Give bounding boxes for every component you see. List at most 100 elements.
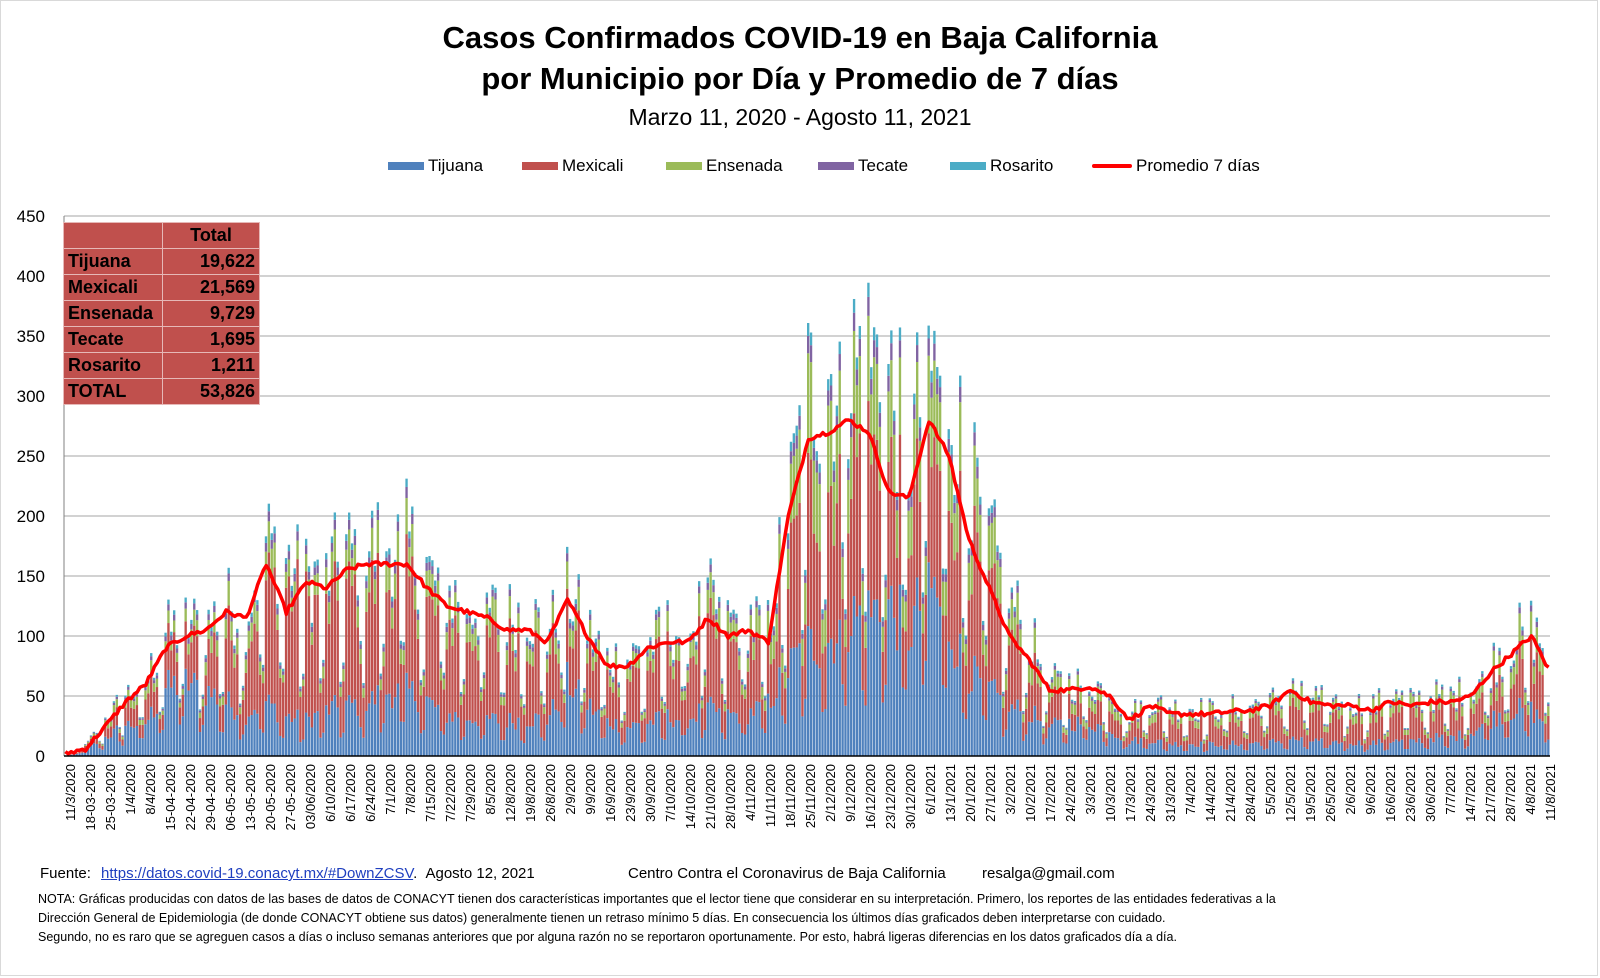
bar-mexicali [1139, 714, 1143, 739]
bar-ensenada [626, 666, 629, 679]
bar-tecate [178, 700, 182, 703]
bar-ensenada [1443, 725, 1447, 732]
bar-tijuana [135, 725, 139, 756]
bar-mexicali [345, 578, 348, 701]
bar-tijuana [1076, 716, 1080, 756]
bar-ensenada [282, 674, 285, 683]
bar-tecate [224, 613, 227, 620]
bar-tijuana [594, 711, 598, 756]
bar-tecate [881, 621, 884, 627]
bar-tijuana [276, 722, 279, 756]
bar-mexicali [376, 552, 380, 686]
bar-mexicali [878, 490, 882, 623]
bar-tijuana [319, 737, 322, 756]
bar-ensenada [623, 714, 626, 721]
bar-mexicali [382, 666, 385, 724]
bar-mexicali [1409, 704, 1412, 739]
bar-mexicali [178, 707, 182, 725]
bar-rosarito [1019, 619, 1022, 624]
bar-mexicali [1088, 707, 1091, 728]
bar-tijuana [901, 687, 905, 756]
bar-rosarito [1136, 719, 1140, 721]
bar-ensenada [89, 736, 93, 739]
bar-tijuana [821, 711, 824, 756]
bar-tecate [1280, 707, 1283, 710]
bar-rosarito [884, 574, 887, 581]
bar-tijuana [898, 584, 902, 756]
bar-tijuana [138, 738, 141, 756]
x-tick-label: 6/1/2021 [923, 764, 938, 815]
bar-ensenada [1509, 672, 1513, 689]
bar-tijuana [686, 728, 689, 756]
bar-rosarito [1263, 730, 1266, 732]
bar-tecate [1320, 687, 1323, 691]
bar-mexicali [1432, 721, 1435, 743]
bar-mexicali [580, 712, 583, 734]
bar-mexicali [1418, 706, 1421, 739]
bar-mexicali [276, 630, 279, 723]
bar-rosarito [551, 589, 555, 595]
bar-mexicali [502, 705, 506, 741]
bar-mexicali [1412, 707, 1415, 740]
bar-mexicali [508, 618, 511, 714]
bar-tijuana [1093, 731, 1097, 756]
bar-rosarito [505, 642, 509, 646]
bar-ensenada [1004, 674, 1008, 691]
bar-rosarito [1154, 711, 1157, 713]
bar-ensenada [609, 675, 612, 687]
bar-mexicali [1331, 712, 1335, 742]
footer-source-link[interactable]: https://datos.covid-19.conacyt.mx/#DownZ… [101, 865, 414, 882]
bar-mexicali [144, 699, 147, 725]
bar-tijuana [626, 727, 629, 756]
bar-mexicali [680, 700, 684, 736]
bar-tijuana [385, 694, 388, 756]
bar-rosarito [755, 596, 758, 602]
bar-mexicali [204, 675, 207, 706]
bar-tijuana [175, 695, 179, 756]
bar-mexicali [150, 672, 153, 707]
bar-tecate [606, 651, 609, 656]
bar-ensenada [973, 445, 976, 506]
bar-rosarito [1013, 606, 1016, 612]
bar-ensenada [786, 548, 790, 590]
bar-tijuana [979, 678, 982, 756]
bar-tijuana [976, 666, 979, 756]
bar-tijuana [1243, 749, 1246, 756]
bar-ensenada [741, 684, 744, 695]
bar-mexicali [1372, 709, 1375, 741]
bar-rosarito [718, 596, 721, 602]
bar-mexicali [193, 625, 196, 673]
bar-tecate [838, 354, 841, 371]
bar-mexicali [459, 704, 463, 741]
bar-rosarito [577, 574, 580, 580]
bar-mexicali [1134, 713, 1137, 737]
bar-rosarito [537, 607, 540, 612]
bar-ensenada [784, 671, 787, 689]
bar-rosarito [293, 568, 296, 574]
bar-tijuana [1423, 747, 1427, 756]
bar-mexicali [1363, 743, 1366, 752]
bar-ensenada [1099, 688, 1102, 702]
bar-rosarito [155, 672, 159, 676]
bar-tijuana [1449, 735, 1452, 756]
bar-rosarito [614, 643, 618, 647]
bar-rosarito [663, 702, 666, 704]
bar-rosarito [1073, 700, 1077, 703]
bar-mexicali [1268, 708, 1272, 741]
bar-ensenada [1518, 613, 1521, 641]
bar-mexicali [838, 454, 841, 620]
x-tick-label: 21/10/2020 [703, 764, 718, 829]
bar-tijuana [528, 726, 532, 756]
bar-tijuana [523, 743, 526, 756]
bar-rosarito [566, 546, 569, 554]
bar-mexicali [416, 638, 420, 713]
bar-mexicali [279, 677, 282, 736]
bar-tecate [181, 686, 184, 689]
x-tick-label: 18/11/2020 [783, 764, 798, 828]
bar-tijuana [402, 721, 405, 756]
bar-mexicali [1380, 716, 1384, 743]
bar-rosarito [999, 552, 1002, 559]
bar-rosarito [1521, 626, 1524, 631]
bar-mexicali [284, 587, 288, 717]
totals-value: 9,729 [162, 300, 260, 327]
